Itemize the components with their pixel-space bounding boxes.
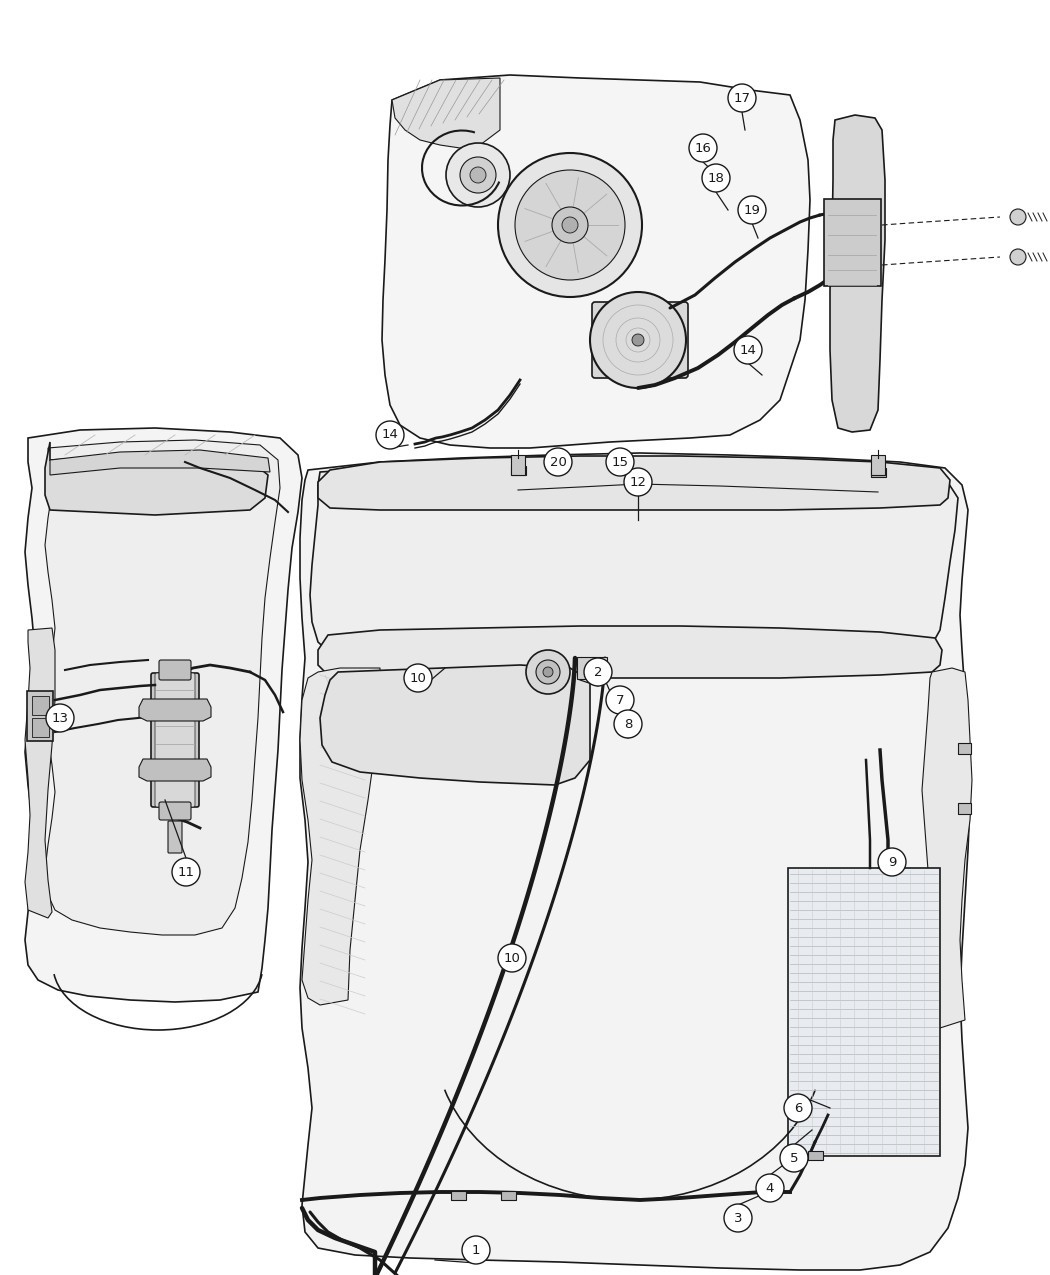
FancyBboxPatch shape [168, 821, 182, 853]
Circle shape [624, 468, 652, 496]
Polygon shape [382, 75, 810, 448]
Text: 5: 5 [790, 1151, 798, 1164]
Circle shape [514, 170, 625, 280]
FancyBboxPatch shape [511, 455, 525, 476]
FancyBboxPatch shape [32, 718, 48, 737]
Text: 8: 8 [624, 718, 632, 731]
Polygon shape [25, 428, 302, 1002]
FancyBboxPatch shape [159, 660, 191, 680]
Text: 1: 1 [471, 1243, 480, 1256]
FancyBboxPatch shape [159, 802, 191, 820]
Text: 20: 20 [549, 455, 566, 468]
FancyBboxPatch shape [958, 802, 970, 813]
Text: 17: 17 [734, 92, 751, 105]
Text: 18: 18 [708, 172, 724, 185]
Circle shape [498, 153, 642, 297]
Text: 11: 11 [177, 866, 194, 878]
Circle shape [460, 157, 496, 193]
Circle shape [404, 664, 432, 692]
FancyBboxPatch shape [870, 468, 885, 477]
Circle shape [724, 1204, 752, 1232]
FancyBboxPatch shape [27, 691, 52, 741]
Circle shape [526, 650, 570, 694]
Polygon shape [392, 78, 500, 148]
Circle shape [738, 196, 766, 224]
FancyBboxPatch shape [578, 657, 607, 680]
Circle shape [702, 164, 730, 193]
Polygon shape [45, 440, 280, 935]
Polygon shape [25, 629, 55, 918]
Text: 10: 10 [504, 951, 521, 964]
Polygon shape [922, 668, 972, 1028]
FancyBboxPatch shape [788, 868, 940, 1156]
Circle shape [172, 858, 200, 886]
FancyBboxPatch shape [501, 1191, 516, 1200]
FancyBboxPatch shape [450, 1191, 465, 1200]
Circle shape [544, 448, 572, 476]
Circle shape [446, 143, 510, 207]
Circle shape [46, 704, 74, 732]
Circle shape [562, 217, 578, 233]
FancyBboxPatch shape [510, 465, 525, 474]
FancyBboxPatch shape [592, 302, 688, 377]
Text: 9: 9 [888, 856, 897, 868]
Circle shape [780, 1144, 808, 1172]
Circle shape [632, 334, 644, 346]
Circle shape [1010, 249, 1026, 265]
Text: 7: 7 [615, 694, 625, 706]
Polygon shape [830, 115, 885, 432]
Polygon shape [45, 442, 268, 515]
Text: 3: 3 [734, 1211, 742, 1224]
Polygon shape [310, 460, 958, 662]
Text: 14: 14 [381, 428, 398, 441]
Circle shape [728, 84, 756, 112]
Circle shape [462, 1235, 490, 1264]
Text: 2: 2 [593, 666, 603, 678]
Circle shape [584, 658, 612, 686]
Circle shape [1010, 209, 1026, 224]
Text: 10: 10 [410, 672, 426, 685]
Polygon shape [50, 450, 270, 476]
Polygon shape [300, 668, 380, 1005]
FancyBboxPatch shape [807, 1150, 822, 1159]
Circle shape [614, 710, 642, 738]
FancyBboxPatch shape [872, 455, 885, 476]
FancyBboxPatch shape [824, 199, 881, 286]
Circle shape [543, 667, 553, 677]
Text: 6: 6 [794, 1102, 802, 1114]
Circle shape [552, 207, 588, 244]
Polygon shape [318, 456, 950, 510]
Circle shape [376, 421, 404, 449]
Circle shape [689, 134, 717, 162]
FancyBboxPatch shape [155, 673, 195, 807]
Circle shape [606, 686, 634, 714]
Text: 12: 12 [630, 476, 647, 488]
FancyBboxPatch shape [32, 695, 48, 714]
Polygon shape [320, 666, 590, 785]
Polygon shape [139, 759, 211, 782]
Polygon shape [318, 626, 942, 678]
Text: 16: 16 [694, 142, 712, 154]
Circle shape [498, 944, 526, 972]
Circle shape [590, 292, 686, 388]
Text: 15: 15 [611, 455, 629, 468]
Circle shape [784, 1094, 812, 1122]
FancyBboxPatch shape [151, 673, 200, 807]
Polygon shape [139, 699, 211, 720]
FancyBboxPatch shape [760, 1187, 776, 1196]
Polygon shape [300, 453, 970, 1270]
Circle shape [536, 660, 560, 683]
Circle shape [734, 337, 762, 363]
Circle shape [470, 167, 486, 184]
Text: 14: 14 [739, 343, 756, 357]
Text: 13: 13 [51, 711, 68, 724]
FancyBboxPatch shape [958, 742, 970, 754]
Text: 4: 4 [765, 1182, 774, 1195]
Circle shape [878, 848, 906, 876]
Text: 19: 19 [743, 204, 760, 217]
Circle shape [756, 1174, 784, 1202]
Circle shape [606, 448, 634, 476]
